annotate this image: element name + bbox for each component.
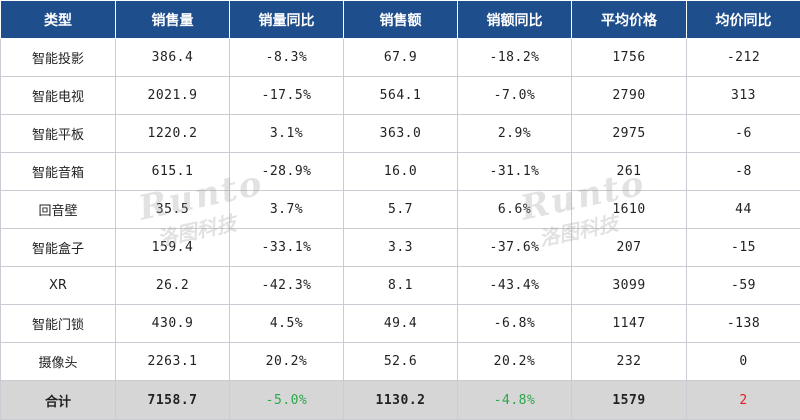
- cell-avg-price-yoy: -8: [687, 153, 800, 191]
- cell-avg-price: 261: [572, 153, 687, 191]
- cell-avg-price: 1610: [572, 191, 687, 229]
- cell-sales-volume-yoy: -28.9%: [230, 153, 344, 191]
- cell-sales-volume-yoy: -42.3%: [230, 267, 344, 305]
- header-sales-amount-yoy: 销额同比: [458, 1, 572, 39]
- cell-sales-volume: 430.9: [116, 305, 230, 343]
- cell-avg-price-yoy: -15: [687, 229, 800, 267]
- cell-sales-amount-yoy: 20.2%: [458, 343, 572, 381]
- header-avg-price: 平均价格: [572, 1, 687, 39]
- cell-sales-amount-yoy: -18.2%: [458, 39, 572, 77]
- cell-sales-volume-yoy: -33.1%: [230, 229, 344, 267]
- cell-sales-volume-yoy: 3.1%: [230, 115, 344, 153]
- cell-sales-amount: 564.1: [344, 77, 458, 115]
- cell-avg-price-yoy: 0: [687, 343, 800, 381]
- cell-category: 智能门锁: [1, 305, 116, 343]
- cell-sales-volume-yoy: 20.2%: [230, 343, 344, 381]
- cell-category: 回音壁: [1, 191, 116, 229]
- cell-avg-price: 3099: [572, 267, 687, 305]
- cell-avg-price: 207: [572, 229, 687, 267]
- header-sales-amount: 销售额: [344, 1, 458, 39]
- cell-sales-volume: 35.5: [116, 191, 230, 229]
- cell-sales-volume-yoy: -17.5%: [230, 77, 344, 115]
- cell-sales-amount: 67.9: [344, 39, 458, 77]
- cell-sales-volume: 386.4: [116, 39, 230, 77]
- cell-sales-volume: 1220.2: [116, 115, 230, 153]
- cell-sales-volume: 2263.1: [116, 343, 230, 381]
- cell-category: XR: [1, 267, 116, 305]
- cell-avg-price: 2790: [572, 77, 687, 115]
- cell-sales-amount: 8.1: [344, 267, 458, 305]
- cell-avg-price-yoy: 44: [687, 191, 800, 229]
- cell-category: 智能投影: [1, 39, 116, 77]
- cell-category: 智能电视: [1, 77, 116, 115]
- header-row: 类型 销售量 销量同比 销售额 销额同比 平均价格 均价同比: [1, 1, 800, 39]
- cell-sales-volume: 2021.9: [116, 77, 230, 115]
- cell-avg-price-yoy: -138: [687, 305, 800, 343]
- cell-avg-price: 1147: [572, 305, 687, 343]
- cell-sales-volume-yoy: 4.5%: [230, 305, 344, 343]
- cell-sales-amount: 3.3: [344, 229, 458, 267]
- cell-sales-amount-yoy: -6.8%: [458, 305, 572, 343]
- header-sales-volume: 销售量: [116, 1, 230, 39]
- cell-sales-amount-yoy: 6.6%: [458, 191, 572, 229]
- header-category: 类型: [1, 1, 116, 39]
- cell-sales-volume-yoy: -8.3%: [230, 39, 344, 77]
- cell-sales-volume: 615.1: [116, 153, 230, 191]
- header-sales-volume-yoy: 销量同比: [230, 1, 344, 39]
- cell-sales-volume-yoy: 3.7%: [230, 191, 344, 229]
- cell-sales-amount-yoy: -31.1%: [458, 153, 572, 191]
- cell-sales-amount: 5.7: [344, 191, 458, 229]
- cell-avg-price-yoy: 313: [687, 77, 800, 115]
- cell-sales-volume: 26.2: [116, 267, 230, 305]
- cell-category: 智能盒子: [1, 229, 116, 267]
- cell-avg-price-yoy: -212: [687, 39, 800, 77]
- cell-avg-price-yoy: -59: [687, 267, 800, 305]
- cell-sales-amount-yoy: -43.4%: [458, 267, 572, 305]
- cell-sales-amount-yoy: -37.6%: [458, 229, 572, 267]
- cell-sales-amount: 16.0: [344, 153, 458, 191]
- cell-sales-amount-yoy: -7.0%: [458, 77, 572, 115]
- cell-category: 智能音箱: [1, 153, 116, 191]
- cell-sales-amount: 363.0: [344, 115, 458, 153]
- cell-category: 摄像头: [1, 343, 116, 381]
- cell-category: 智能平板: [1, 115, 116, 153]
- cell-sales-volume: 159.4: [116, 229, 230, 267]
- cell-sales-amount: 49.4: [344, 305, 458, 343]
- cell-sales-amount: 52.6: [344, 343, 458, 381]
- cell-avg-price: 232: [572, 343, 687, 381]
- cell-avg-price: 2975: [572, 115, 687, 153]
- cell-avg-price: 1756: [572, 39, 687, 77]
- header-avg-price-yoy: 均价同比: [687, 1, 800, 39]
- cell-sales-amount-yoy: 2.9%: [458, 115, 572, 153]
- cell-avg-price-yoy: -6: [687, 115, 800, 153]
